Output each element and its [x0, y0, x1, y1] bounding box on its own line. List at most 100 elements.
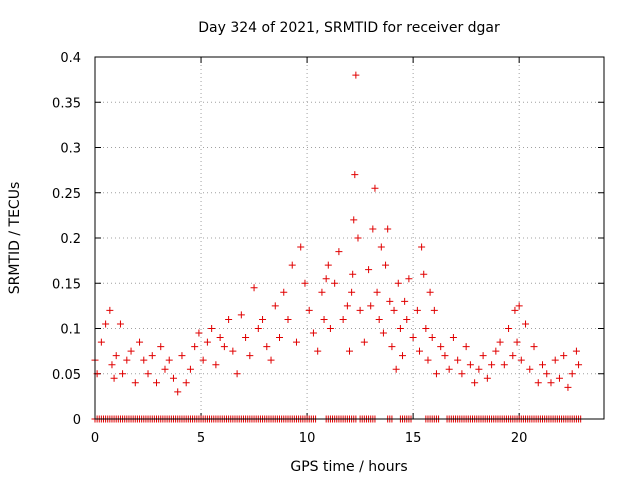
data-point: [216, 334, 224, 342]
data-point: [195, 329, 203, 337]
data-point: [110, 374, 118, 382]
data-point: [371, 184, 379, 192]
data-point: [530, 343, 538, 351]
tick-labels: 0 0.05 0.1 0.15 0.2 0.25 0.3 0.35 0.4 0 5 10 15 20: [52, 51, 527, 446]
data-point: [373, 288, 381, 296]
data-point: [428, 334, 436, 342]
data-point: [263, 343, 271, 351]
data-point: [392, 365, 400, 373]
grid: [95, 57, 604, 419]
data-point: [415, 347, 423, 355]
data-point: [466, 361, 474, 369]
data-point: [174, 388, 182, 396]
data-point: [517, 356, 525, 364]
data-point: [191, 343, 199, 351]
data-point: [322, 275, 330, 283]
data-point: [492, 347, 500, 355]
data-point: [102, 320, 110, 328]
y-tick-label: 0: [73, 413, 81, 428]
data-point: [543, 370, 551, 378]
data-point: [475, 365, 483, 373]
x-tick-label: 20: [511, 431, 528, 446]
data-point: [462, 343, 470, 351]
data-point: [479, 352, 487, 360]
data-point: [153, 379, 161, 387]
data-point: [390, 306, 398, 314]
data-point: [422, 325, 430, 332]
data-point: [136, 338, 144, 346]
data-point: [242, 334, 250, 342]
data-point: [280, 288, 288, 296]
data-point: [369, 225, 377, 233]
data-point: [148, 352, 156, 360]
data-point: [405, 275, 413, 283]
data-point: [339, 315, 347, 323]
data-point: [112, 352, 120, 360]
data-point: [254, 325, 262, 332]
data-point: [388, 343, 396, 351]
data-point: [441, 352, 449, 360]
data-point: [318, 288, 326, 296]
data-point: [284, 315, 292, 323]
data-point: [418, 243, 426, 251]
data-point: [203, 338, 211, 346]
data-point: [352, 71, 360, 79]
data-point: [399, 352, 407, 360]
y-axis-label: SRMTID / TECUs: [7, 182, 23, 295]
data-point: [488, 361, 496, 369]
data-point: [212, 361, 220, 369]
data-point: [382, 261, 390, 269]
data-point: [505, 325, 513, 332]
data-point: [449, 334, 457, 342]
data-point: [471, 379, 479, 387]
data-point: [119, 370, 127, 378]
data-point: [324, 261, 332, 269]
data-point: [276, 334, 284, 342]
data-point: [343, 302, 351, 310]
data-points: [91, 71, 585, 423]
data-point: [97, 338, 105, 346]
y-tick-label: 0.2: [60, 232, 81, 247]
data-point: [426, 288, 434, 296]
data-point: [144, 370, 152, 378]
data-point: [288, 261, 296, 269]
y-tick-label: 0.4: [60, 51, 81, 66]
data-point: [326, 325, 334, 332]
data-point: [354, 234, 362, 242]
data-point: [106, 306, 114, 314]
data-point: [572, 347, 580, 355]
data-point: [365, 266, 373, 274]
data-point: [246, 352, 254, 360]
y-tick-label: 0.1: [60, 323, 81, 338]
chart-title: Day 324 of 2021, SRMTID for receiver dga…: [198, 20, 500, 36]
data-point: [237, 311, 245, 319]
data-point: [127, 347, 135, 355]
data-point: [271, 302, 279, 310]
y-tick-label: 0.05: [52, 368, 81, 383]
data-point: [430, 306, 438, 314]
x-tick-label: 10: [299, 431, 316, 446]
data-point: [186, 365, 194, 373]
data-point: [309, 329, 317, 337]
data-point: [377, 243, 385, 251]
data-point: [534, 379, 542, 387]
data-point: [123, 356, 131, 364]
data-point: [140, 356, 148, 364]
data-point: [445, 365, 453, 373]
data-point: [250, 284, 258, 292]
data-point: [575, 361, 583, 369]
data-point: [157, 343, 165, 351]
data-point: [483, 374, 491, 382]
data-point: [360, 338, 368, 346]
data-point: [350, 216, 358, 224]
data-point: [394, 279, 402, 287]
data-point: [564, 383, 572, 391]
data-point: [182, 379, 190, 387]
data-point: [511, 306, 519, 314]
data-point: [314, 347, 322, 355]
y-tick-label: 0.35: [52, 96, 81, 111]
data-point: [496, 338, 504, 346]
data-point: [348, 288, 356, 296]
data-point: [356, 306, 364, 314]
x-tick-label: 0: [91, 431, 99, 446]
